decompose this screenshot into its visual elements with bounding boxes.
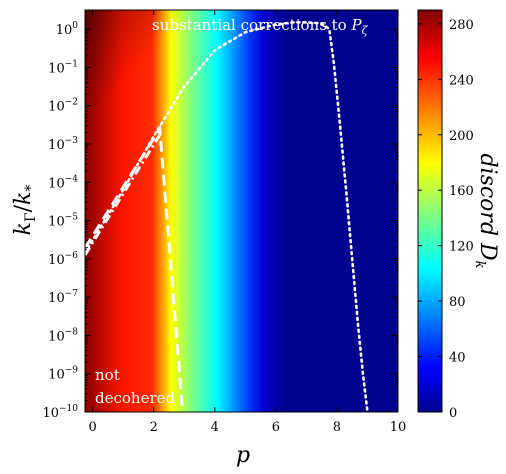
boundary-curves — [85, 21, 369, 412]
colorbar: 0 40 80 120 160 200 240 280 — [417, 9, 474, 421]
colorbar-tick-label: 280 — [449, 18, 474, 33]
axis-ticks — [85, 10, 399, 413]
y-label-k2: k — [11, 192, 36, 205]
annotation-decohered: decohered — [95, 389, 175, 407]
x-tick-labels: 0 2 4 6 8 10 — [88, 420, 406, 435]
y-tick-label: 10−2 — [48, 98, 78, 115]
y-tick-label: 10−8 — [48, 327, 78, 344]
colorbar-frame — [417, 9, 443, 413]
plot-frame — [84, 9, 399, 413]
x-tick-label: 2 — [150, 420, 158, 435]
y-tick-label: 10−7 — [48, 289, 78, 306]
x-tick-label: 6 — [272, 420, 280, 435]
annotation-top-symbol: P — [350, 16, 362, 34]
colorbar-tick-label: 80 — [449, 295, 466, 310]
colorbar-tick-label: 40 — [449, 351, 466, 366]
x-axis-label: p — [236, 443, 250, 468]
annotation-top-text: substantial corrections to — [152, 16, 351, 34]
y-label-slash: / — [11, 204, 36, 212]
x-tick-label: 4 — [211, 420, 219, 435]
y-label-gamma: Γ — [23, 212, 39, 222]
colorbar-tick-label: 160 — [449, 184, 474, 199]
annotation-top: substantial corrections to Pζ — [152, 16, 369, 37]
y-axis-label: kΓ/k* — [11, 185, 39, 236]
y-tick-label: 10−5 — [48, 213, 78, 230]
heatmap-darkening — [85, 10, 200, 140]
y-label-k: k — [11, 222, 36, 235]
y-tick-label: 10−10 — [42, 404, 78, 421]
dashdot-curve — [85, 131, 163, 256]
colorbar-label-subscript: k — [472, 261, 487, 269]
colorbar-tick-label: 120 — [449, 240, 474, 255]
y-tick-labels: 100 10−1 10−2 10−3 10−4 10−5 10−6 10−7 10−8 10−9 1… — [42, 21, 78, 421]
dotted-curve — [85, 21, 369, 412]
y-tick-label: 10−6 — [48, 251, 78, 268]
colorbar-label: discord Dk — [472, 153, 500, 268]
colorbar-label-symbol: D — [475, 242, 500, 261]
x-tick-label: 0 — [88, 420, 96, 435]
y-tick-label: 10−3 — [48, 136, 78, 153]
colorbar-ticks: 0 40 80 120 160 200 240 280 — [418, 18, 474, 421]
x-tick-label: 8 — [333, 420, 341, 435]
colorbar-fill — [418, 10, 442, 412]
y-tick-label: 10−9 — [48, 366, 78, 383]
y-tick-label: 10−4 — [48, 174, 78, 191]
y-tick-label: 100 — [56, 21, 79, 38]
x-tick-label: 10 — [390, 420, 407, 435]
annotation-not: not — [95, 366, 120, 384]
y-label-star: * — [23, 185, 39, 192]
annotation-top-subscript: ζ — [362, 24, 369, 37]
colorbar-tick-label: 240 — [449, 73, 474, 88]
y-tick-label: 10−1 — [48, 59, 78, 76]
colorbar-tick-label: 0 — [449, 406, 457, 421]
colorbar-tick-label: 200 — [449, 129, 474, 144]
colorbar-label-text: discord — [475, 153, 500, 243]
plot-area — [84, 9, 399, 413]
